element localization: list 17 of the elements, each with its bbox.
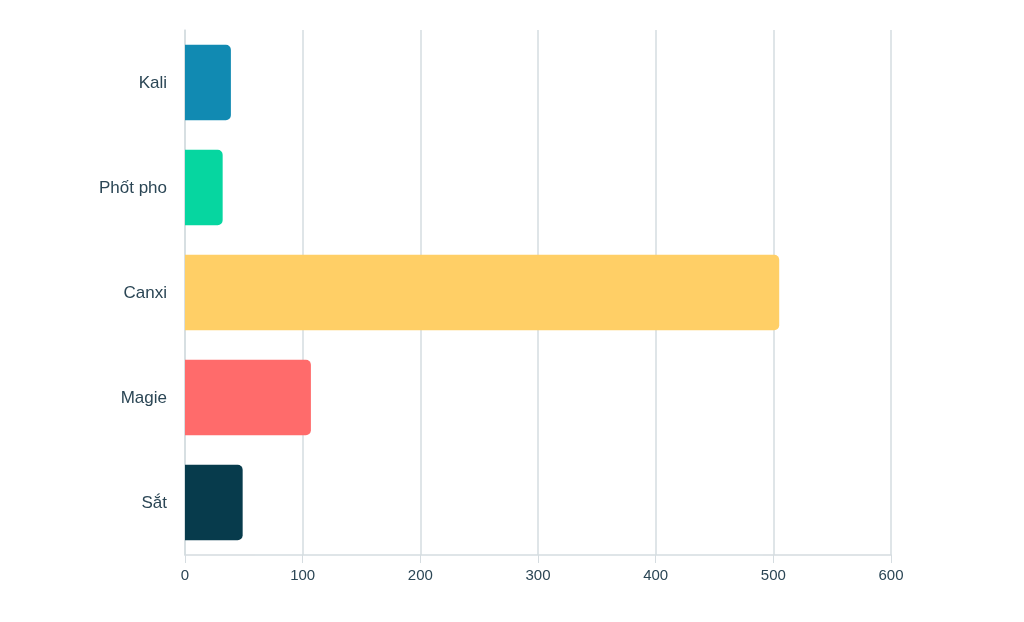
bar bbox=[185, 149, 223, 226]
bar bbox=[185, 359, 311, 436]
x-tick-label: 600 bbox=[878, 566, 904, 583]
x-tick-label: 0 bbox=[180, 566, 190, 583]
x-tick-label: 100 bbox=[290, 566, 316, 583]
x-tick-label: 400 bbox=[643, 566, 669, 583]
x-tick-label: 200 bbox=[407, 566, 433, 583]
x-tick-label: 300 bbox=[525, 566, 551, 583]
y-tick-label: Kali bbox=[138, 73, 167, 92]
bar bbox=[185, 254, 780, 331]
y-tick-label: Phốt pho bbox=[98, 178, 167, 197]
x-tick-label: 500 bbox=[760, 566, 786, 583]
y-tick-label: Canxi bbox=[123, 283, 167, 302]
bar bbox=[185, 44, 231, 121]
bar bbox=[185, 464, 243, 541]
y-tick-label: Magie bbox=[120, 388, 167, 407]
y-tick-label: Sắt bbox=[141, 493, 168, 512]
